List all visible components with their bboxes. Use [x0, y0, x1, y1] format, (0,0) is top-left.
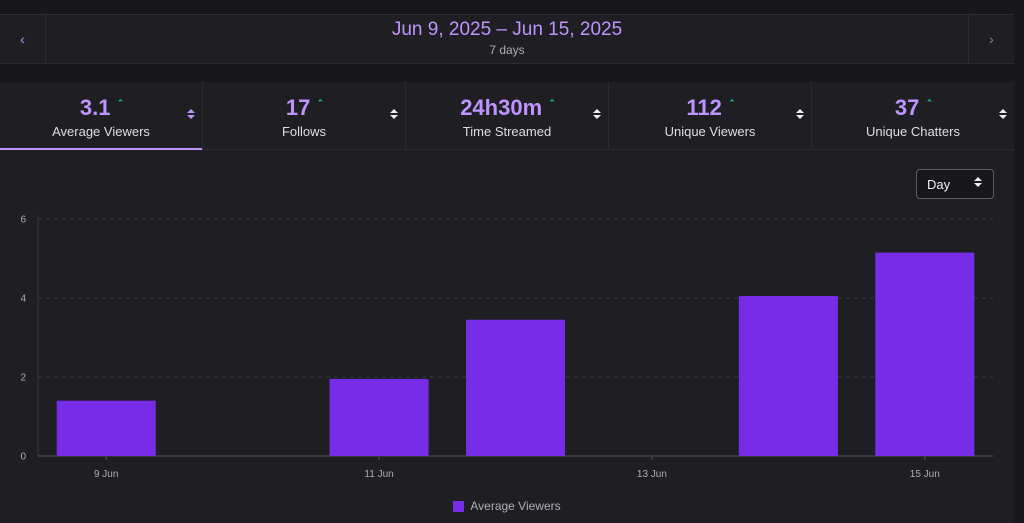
stat-tabs: 3.1 ˆ Average Viewers 17 ˆ Follows 24h30… — [0, 82, 1014, 151]
trend-up-icon: ˆ — [318, 99, 323, 111]
sort-icon[interactable] — [186, 106, 196, 122]
sort-icon[interactable] — [998, 106, 1008, 122]
date-range-length: 7 days — [489, 43, 525, 57]
stat-value: 24h30m — [460, 95, 543, 120]
y-tick-label: 0 — [20, 452, 26, 463]
x-tick-label: 13 Jun — [637, 469, 667, 480]
chevron-left-icon: ‹ — [20, 31, 25, 47]
stat-label: Follows — [281, 124, 327, 139]
chart-legend[interactable]: Average Viewers — [0, 499, 1014, 513]
stat-value: 112 — [686, 95, 722, 120]
legend-swatch — [453, 500, 465, 512]
stat-tab-unique-viewers[interactable]: 112 ˆ Unique Viewers — [609, 82, 812, 150]
bar[interactable] — [738, 296, 838, 456]
sort-icon[interactable] — [795, 106, 805, 122]
stat-tab-follows[interactable]: 17 ˆ Follows — [203, 82, 406, 150]
chevron-up-down-icon — [974, 177, 982, 187]
trend-up-icon: ˆ — [729, 99, 734, 111]
previous-period-button[interactable]: ‹ — [0, 15, 46, 63]
stat-value: 3.1 — [79, 95, 111, 120]
stat-label: Time Streamed — [462, 124, 552, 139]
bar[interactable] — [875, 252, 975, 456]
stat-label: Average Viewers — [52, 124, 150, 139]
stat-label: Unique Viewers — [664, 124, 756, 139]
y-tick-label: 2 — [20, 373, 26, 384]
date-range-text: Jun 9, 2025 – Jun 15, 2025 — [391, 19, 623, 40]
x-tick-label: 11 Jun — [364, 469, 393, 480]
x-tick-label: 9 Jun — [94, 469, 118, 480]
stat-tab-unique-chatters[interactable]: 37 ˆ Unique Chatters — [812, 82, 1014, 150]
granularity-select[interactable]: Day — [916, 169, 994, 199]
bar[interactable] — [466, 319, 565, 456]
stat-tab-time-streamed[interactable]: 24h30m ˆ Time Streamed — [406, 82, 609, 150]
trend-up-icon: ˆ — [550, 99, 554, 111]
trend-up-icon: ˆ — [927, 99, 932, 111]
granularity-value: Day — [927, 176, 951, 192]
stat-value: 17 — [285, 95, 311, 120]
sort-icon[interactable] — [389, 106, 399, 122]
chevron-right-icon: › — [989, 31, 994, 47]
y-tick-label: 4 — [20, 294, 26, 305]
legend-label: Average Viewers — [470, 499, 561, 513]
trend-up-icon: ˆ — [118, 99, 123, 111]
bar[interactable] — [329, 378, 429, 456]
average-viewers-chart: 0 2 4 6 9 Jun 11 Jun 13 Jun 15 Jun — [20, 215, 993, 480]
bar[interactable] — [56, 400, 156, 456]
stat-tab-average-viewers[interactable]: 3.1 ˆ Average Viewers — [0, 82, 203, 151]
y-tick-label: 6 — [20, 215, 26, 226]
x-tick-label: 15 Jun — [910, 469, 940, 480]
stat-label: Unique Chatters — [866, 124, 960, 139]
next-period-button[interactable]: › — [968, 15, 1014, 63]
sort-icon[interactable] — [592, 106, 602, 122]
date-range-bar: ‹ Jun 9, 2025 – Jun 15, 2025 7 days › — [0, 14, 1014, 64]
date-range: Jun 9, 2025 – Jun 15, 2025 7 days — [46, 15, 968, 63]
stat-value: 37 — [894, 95, 920, 120]
chart-panel: Day 0 2 4 6 9 Jun 11 Jun 13 Jun 15 Jun Average … — [0, 150, 1014, 523]
